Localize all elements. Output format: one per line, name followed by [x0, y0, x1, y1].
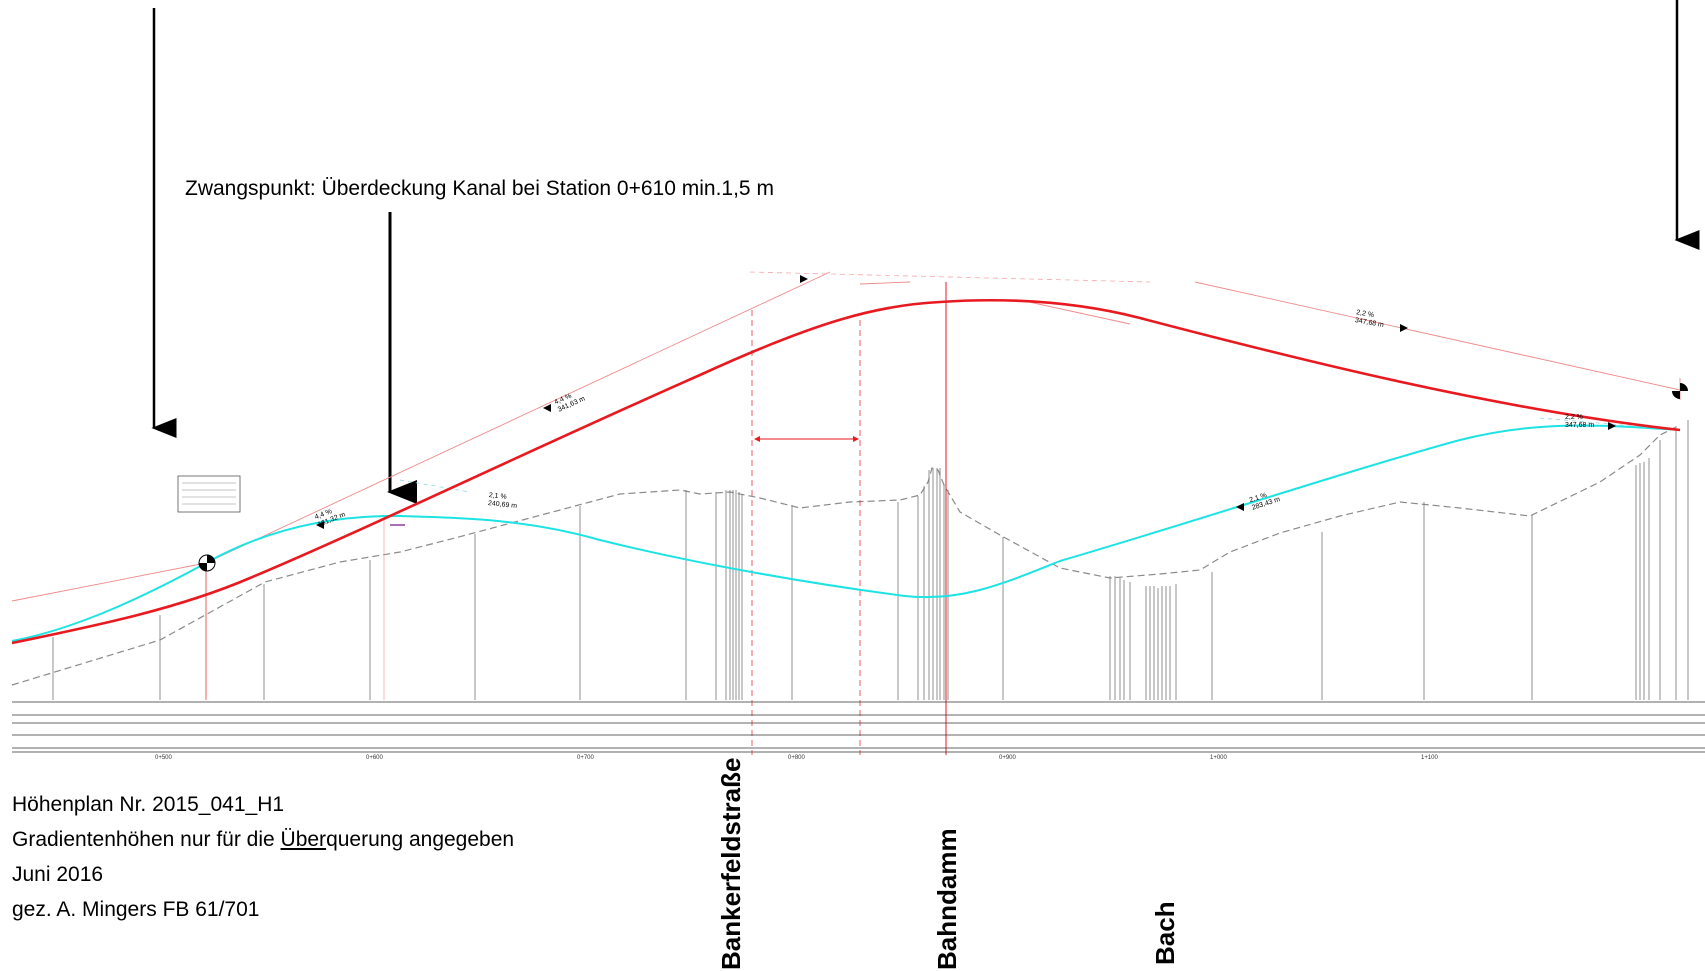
gradient-label-3: 2,1 % 240,69 m [488, 492, 518, 510]
dimension-arrow-right [853, 436, 859, 442]
gradient-note: Gradientenhöhen nur für die Überquerung … [12, 822, 514, 857]
station-labels: 0+500 0+600 0+700 0+800 0+900 1+000 1+10… [155, 755, 1439, 761]
gradient-label-3-length: 240,69 m [488, 500, 518, 510]
station-verticals [52, 420, 1689, 700]
station-0-800: 0+800 [788, 755, 806, 761]
gradient-label-6: 2,2 % 347,68 m [1565, 414, 1594, 429]
alternative-gradient-hint [399, 479, 471, 493]
dimension-arrow-left [754, 436, 760, 442]
gradient-note-underlined: Über [280, 828, 327, 851]
gradient-label-3-percent: 2,1 % [488, 492, 507, 501]
landmark-bach: Bach [1150, 901, 1180, 965]
gradient-label-4: 2,1 % 283,43 m [1249, 492, 1282, 512]
hint-dashed-red [749, 271, 1151, 283]
gradient-label-2: 4,4 % 341,63 m [554, 393, 587, 414]
red-verticals [205, 282, 947, 755]
gradient-label-5-length: 347,68 m [1354, 317, 1384, 329]
alternative-gradient-line [11, 424, 1681, 642]
curve-data-box [177, 475, 241, 513]
survey-marker-left [198, 554, 216, 572]
direction-markers [316, 275, 1616, 529]
gradient-label-5-percent: 2,2 % [1356, 309, 1375, 319]
gradient-note-suffix: querung angegeben [326, 828, 515, 851]
landmark-bahndamm: Bahndamm [932, 828, 962, 970]
station-table [12, 701, 1705, 753]
gradient-note-prefix: Gradientenhöhen nur für die [12, 828, 281, 851]
station-1-100: 1+100 [1421, 755, 1439, 761]
plan-notes: Höhenplan Nr. 2015_041_H1 Gradientenhöhe… [12, 787, 514, 927]
plan-number: Höhenplan Nr. 2015_041_H1 [12, 793, 285, 816]
landmark-bankerfeldstrasse: Bankerfeldstraße [716, 757, 746, 970]
terrain-line [11, 424, 1681, 686]
station-0-600: 0+600 [366, 755, 384, 761]
signature-line: gez. A. Mingers FB 61/701 [12, 898, 260, 921]
gradient-label-6-percent: 2,2 % [1565, 414, 1583, 421]
tangent-lines [11, 271, 1681, 602]
constraint-point-annotation: Zwangspunkt: Überdeckung Kanal bei Stati… [185, 177, 774, 200]
station-0-900: 0+900 [999, 755, 1017, 761]
gradient-label-5: 2,2 % 347,68 m [1354, 309, 1384, 329]
gradient-label-6-length: 347,68 m [1565, 422, 1594, 429]
station-0-700: 0+700 [577, 755, 595, 761]
gradient-label-1: 4,4 % 161,32 m [314, 508, 347, 529]
plan-date: Juni 2016 [12, 863, 104, 886]
survey-marker-right [1672, 383, 1688, 399]
design-gradient-line [11, 298, 1681, 645]
station-1-000: 1+000 [1210, 755, 1228, 761]
station-0-500: 0+500 [155, 755, 173, 761]
